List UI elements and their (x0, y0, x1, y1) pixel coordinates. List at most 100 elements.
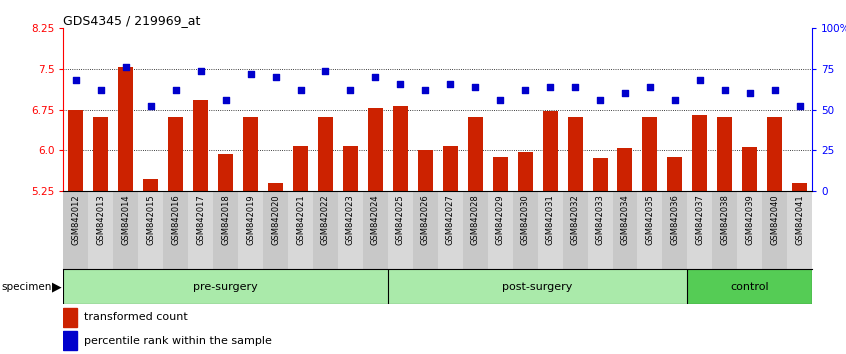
Text: control: control (730, 282, 769, 292)
Bar (717, 117, 733, 191)
Bar (387, 191, 413, 269)
Bar (637, 191, 662, 269)
Point (718, 87, 732, 93)
Bar (463, 191, 487, 269)
Bar (442, 146, 458, 191)
Point (144, 104, 157, 109)
Bar (568, 117, 583, 191)
Text: GSM842012: GSM842012 (71, 194, 80, 245)
Text: GSM842033: GSM842033 (596, 194, 605, 245)
Point (69, 78, 83, 83)
Bar (667, 157, 683, 191)
Bar (118, 67, 134, 191)
Text: GSM842041: GSM842041 (795, 194, 805, 245)
Point (319, 68, 332, 74)
Point (343, 87, 357, 93)
Point (469, 84, 482, 90)
Text: GSM842014: GSM842014 (121, 194, 130, 245)
Text: GSM842039: GSM842039 (745, 194, 755, 245)
Bar (313, 191, 338, 269)
Text: GSM842016: GSM842016 (171, 194, 180, 245)
Bar (518, 152, 533, 191)
Point (519, 87, 532, 93)
Text: GSM842020: GSM842020 (271, 194, 280, 245)
Bar (792, 183, 807, 191)
Bar (587, 191, 613, 269)
Bar (393, 106, 408, 191)
Bar (363, 191, 387, 269)
Bar (613, 191, 637, 269)
Point (419, 87, 432, 93)
Bar (692, 115, 707, 191)
Bar (268, 183, 283, 191)
Bar (168, 117, 184, 191)
Text: GSM842025: GSM842025 (396, 194, 405, 245)
Bar (418, 150, 433, 191)
Text: GSM842037: GSM842037 (695, 194, 705, 245)
Bar (563, 191, 587, 269)
Text: GSM842023: GSM842023 (346, 194, 355, 245)
Text: GSM842029: GSM842029 (496, 194, 505, 245)
Bar (742, 147, 757, 191)
Point (94, 87, 107, 93)
Text: specimen: specimen (2, 282, 52, 292)
Text: GSM842015: GSM842015 (146, 194, 156, 245)
Point (119, 64, 133, 70)
Bar (542, 112, 558, 191)
Point (169, 87, 183, 93)
Point (768, 87, 782, 93)
Bar (437, 191, 463, 269)
Text: GSM842017: GSM842017 (196, 194, 206, 245)
Text: GSM842024: GSM842024 (371, 194, 380, 245)
Text: GSM842028: GSM842028 (470, 194, 480, 245)
Text: GSM842040: GSM842040 (770, 194, 779, 245)
Point (693, 78, 706, 83)
Bar (138, 191, 163, 269)
Bar (592, 158, 607, 191)
Bar (387, 269, 687, 304)
Bar (687, 191, 712, 269)
Point (493, 97, 507, 103)
Point (244, 71, 257, 77)
Bar (193, 100, 208, 191)
Text: GSM842035: GSM842035 (645, 194, 655, 245)
Point (219, 97, 233, 103)
Text: percentile rank within the sample: percentile rank within the sample (85, 336, 272, 346)
Bar (69, 110, 84, 191)
Text: GSM842038: GSM842038 (720, 194, 729, 245)
Bar (368, 108, 383, 191)
Text: transformed count: transformed count (85, 312, 188, 322)
Text: post-surgery: post-surgery (503, 282, 573, 292)
Bar (213, 191, 238, 269)
Text: GSM842034: GSM842034 (620, 194, 629, 245)
Bar (288, 191, 313, 269)
Text: GSM842027: GSM842027 (446, 194, 455, 245)
Bar (642, 117, 657, 191)
Bar (243, 117, 258, 191)
Bar (238, 191, 263, 269)
Bar (513, 191, 538, 269)
Point (194, 68, 207, 74)
Text: GSM842013: GSM842013 (96, 194, 106, 245)
Bar (413, 191, 437, 269)
Text: GSM842021: GSM842021 (296, 194, 305, 245)
Bar (662, 191, 687, 269)
Text: GSM842036: GSM842036 (670, 194, 679, 245)
Text: GSM842019: GSM842019 (246, 194, 255, 245)
Point (269, 74, 283, 80)
Bar (318, 117, 333, 191)
Bar (143, 179, 158, 191)
Text: GSM842018: GSM842018 (221, 194, 230, 245)
Bar (63, 191, 88, 269)
Text: GDS4345 / 219969_at: GDS4345 / 219969_at (63, 14, 201, 27)
Bar (468, 117, 483, 191)
Bar (63, 331, 77, 350)
Bar (487, 191, 513, 269)
Bar (188, 191, 213, 269)
Text: GSM842026: GSM842026 (420, 194, 430, 245)
Text: GSM842031: GSM842031 (546, 194, 555, 245)
Point (569, 84, 582, 90)
Text: pre-surgery: pre-surgery (193, 282, 258, 292)
Bar (93, 117, 108, 191)
Bar (538, 191, 563, 269)
